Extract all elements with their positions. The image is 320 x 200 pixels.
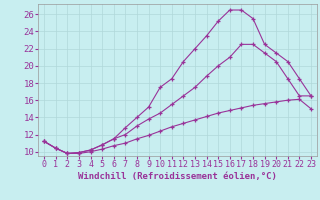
X-axis label: Windchill (Refroidissement éolien,°C): Windchill (Refroidissement éolien,°C) (78, 172, 277, 181)
